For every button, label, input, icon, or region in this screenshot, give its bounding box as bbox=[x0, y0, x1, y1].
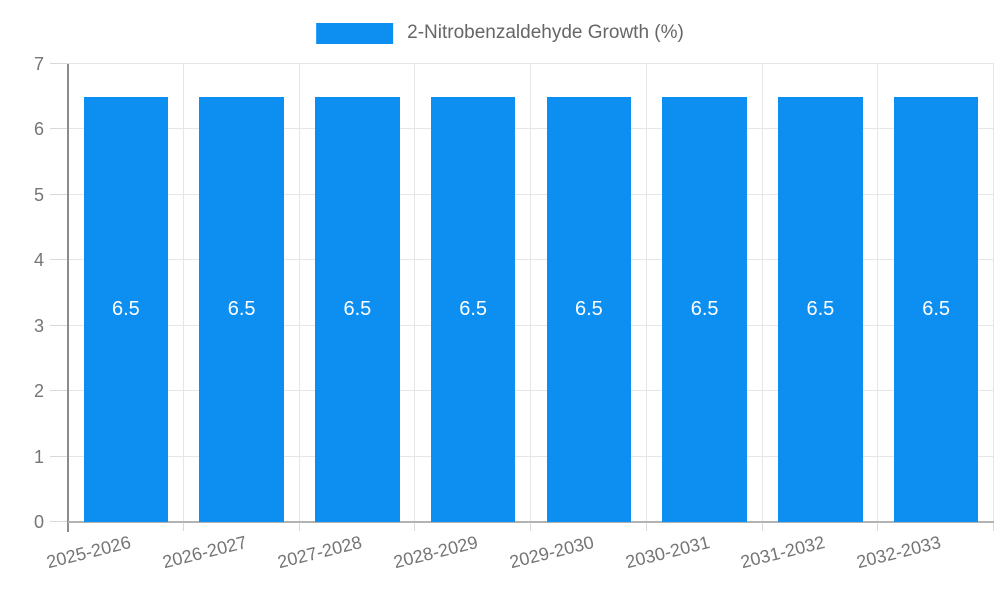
x-gridline bbox=[298, 64, 300, 522]
legend-item[interactable]: 2-Nitrobenzaldehyde Growth (%) bbox=[316, 22, 684, 44]
x-tick-label: 2030-2031 bbox=[623, 532, 712, 573]
x-gridline bbox=[993, 64, 994, 522]
x-gridline bbox=[530, 64, 531, 522]
bar[interactable]: 6.5 bbox=[662, 96, 747, 522]
y-tick-label: 0 bbox=[33, 512, 44, 532]
x-tick-label: 2026-2027 bbox=[160, 532, 249, 573]
bar[interactable]: 6.5 bbox=[778, 96, 863, 522]
y-tick-mark bbox=[50, 193, 68, 195]
bar[interactable]: 6.5 bbox=[83, 96, 169, 522]
x-tick-mark bbox=[414, 522, 416, 531]
x-tick-mark bbox=[761, 522, 763, 531]
x-tick-mark bbox=[298, 522, 300, 531]
y-tick-label: 4 bbox=[33, 250, 44, 271]
y-tick-mark bbox=[50, 455, 68, 457]
y-tick-label: 3 bbox=[33, 315, 44, 336]
bar[interactable]: 6.5 bbox=[546, 96, 632, 522]
x-gridline bbox=[877, 64, 879, 522]
bar-value-label: 6.5 bbox=[806, 297, 835, 320]
x-tick-mark bbox=[182, 522, 184, 531]
y-tick-mark bbox=[50, 324, 68, 326]
x-tick-mark bbox=[530, 522, 531, 531]
x-tick-label: 2027-2028 bbox=[275, 532, 365, 573]
x-tick-mark bbox=[645, 522, 647, 531]
legend-color-swatch bbox=[316, 22, 394, 44]
x-gridline bbox=[761, 64, 763, 522]
bar-value-label: 6.5 bbox=[690, 297, 719, 320]
x-tick-label: 2032-2033 bbox=[854, 532, 943, 573]
bar-value-label: 6.5 bbox=[227, 297, 256, 320]
y-gridline bbox=[68, 193, 994, 195]
y-tick-mark bbox=[50, 521, 68, 522]
x-tick-label: 2029-2030 bbox=[507, 532, 596, 573]
bar[interactable]: 6.5 bbox=[893, 96, 979, 522]
x-gridline bbox=[182, 64, 184, 522]
y-tick-label: 5 bbox=[33, 184, 44, 205]
plot-area: 0 1 2 3 4 5 6 7 6.5 2025-2026 6.5 2026-2027 6.5 2027-… bbox=[34, 55, 994, 572]
y-tick-label: 2 bbox=[33, 381, 44, 402]
y-gridline bbox=[68, 455, 994, 457]
y-gridline bbox=[68, 324, 994, 326]
x-tick-mark bbox=[877, 522, 879, 531]
y-tick-label: 1 bbox=[33, 446, 44, 467]
bar-value-label: 6.5 bbox=[111, 297, 140, 320]
bar-value-label: 6.5 bbox=[922, 297, 951, 320]
x-tick-mark bbox=[993, 522, 994, 531]
x-axis-line bbox=[68, 521, 994, 523]
bar-value-label: 6.5 bbox=[343, 297, 372, 320]
bar-value-label: 6.5 bbox=[574, 297, 603, 320]
y-gridline bbox=[68, 390, 994, 392]
x-tick-label: 2031-2032 bbox=[738, 532, 828, 573]
x-tick-label: 2028-2029 bbox=[391, 532, 480, 573]
y-tick-mark bbox=[50, 259, 68, 261]
y-tick-label: 6 bbox=[33, 119, 44, 140]
y-gridline bbox=[68, 259, 994, 261]
bar-value-label: 6.5 bbox=[459, 297, 488, 320]
bar[interactable]: 6.5 bbox=[199, 96, 284, 522]
y-gridline bbox=[68, 128, 994, 130]
y-tick-mark bbox=[50, 128, 68, 130]
x-gridline bbox=[645, 64, 647, 522]
bar[interactable]: 6.5 bbox=[315, 96, 400, 522]
y-tick-mark bbox=[50, 390, 68, 392]
y-gridline bbox=[68, 63, 994, 64]
y-axis-line bbox=[67, 64, 69, 532]
y-tick-mark bbox=[50, 63, 68, 64]
bar[interactable]: 6.5 bbox=[430, 96, 516, 522]
legend-label: 2-Nitrobenzaldehyde Growth (%) bbox=[407, 22, 684, 43]
y-tick-label: 7 bbox=[33, 54, 44, 74]
x-tick-label: 2025-2026 bbox=[44, 532, 133, 573]
x-gridline bbox=[414, 64, 416, 522]
